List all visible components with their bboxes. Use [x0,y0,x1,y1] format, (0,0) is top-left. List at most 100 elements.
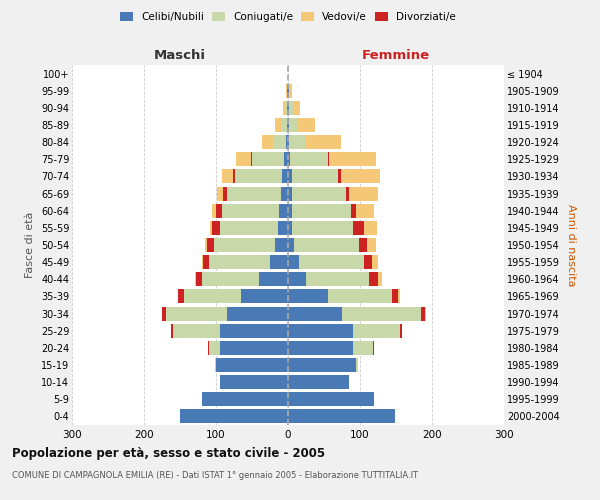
Bar [289,84,290,98]
Bar [241,290,288,304]
Bar [287,101,288,115]
Bar [288,186,292,200]
Bar [289,118,296,132]
Bar [173,324,220,338]
Bar [328,290,392,304]
Bar [235,170,282,183]
Bar [329,152,376,166]
Bar [294,238,359,252]
Legend: Celibi/Nubili, Coniugati/e, Vedovi/e, Divorziati/e: Celibi/Nubili, Coniugati/e, Vedovi/e, Di… [116,8,460,26]
Bar [212,221,220,235]
Bar [214,238,275,252]
Bar [400,324,402,338]
Bar [216,204,222,218]
Bar [282,170,288,183]
Text: Popolazione per età, sesso e stato civile - 2005: Popolazione per età, sesso e stato civil… [12,448,325,460]
Bar [227,306,288,320]
Bar [259,272,288,286]
Bar [195,272,196,286]
Bar [233,170,235,183]
Bar [222,204,280,218]
Bar [209,255,270,269]
Bar [378,272,382,286]
Bar [356,358,358,372]
Bar [288,255,299,269]
Bar [328,152,329,166]
Bar [288,101,289,115]
Bar [289,135,305,149]
Bar [305,135,341,149]
Bar [288,221,292,235]
Bar [202,272,259,286]
Bar [287,118,288,132]
Bar [290,84,292,98]
Bar [299,255,364,269]
Bar [341,170,380,183]
Bar [292,221,353,235]
Bar [203,255,209,269]
Bar [220,341,288,355]
Text: Femmine: Femmine [362,48,430,62]
Bar [292,170,338,183]
Bar [281,186,288,200]
Bar [251,152,252,166]
Bar [275,238,288,252]
Bar [288,118,289,132]
Bar [178,290,184,304]
Bar [349,186,378,200]
Bar [262,135,273,149]
Bar [288,272,306,286]
Bar [180,410,288,424]
Bar [292,186,346,200]
Bar [212,204,216,218]
Bar [288,358,356,372]
Text: Maschi: Maschi [154,48,206,62]
Bar [283,101,285,115]
Bar [270,255,288,269]
Bar [289,101,293,115]
Bar [223,186,227,200]
Bar [275,118,281,132]
Bar [290,152,328,166]
Bar [205,238,206,252]
Bar [280,204,288,218]
Bar [346,186,349,200]
Bar [293,101,300,115]
Bar [196,272,202,286]
Bar [215,358,216,372]
Bar [220,324,288,338]
Bar [172,324,173,338]
Bar [292,204,350,218]
Bar [288,306,342,320]
Bar [364,255,372,269]
Bar [208,341,209,355]
Bar [202,255,203,269]
Bar [236,152,251,166]
Bar [338,170,341,183]
Bar [220,375,288,389]
Bar [398,290,400,304]
Bar [227,186,281,200]
Bar [359,238,367,252]
Bar [288,375,349,389]
Bar [288,170,292,183]
Bar [370,272,378,286]
Bar [288,392,374,406]
Bar [184,290,241,304]
Bar [223,170,233,183]
Bar [288,290,328,304]
Bar [288,84,289,98]
Bar [252,152,284,166]
Bar [288,324,353,338]
Bar [296,118,314,132]
Bar [202,392,288,406]
Bar [206,238,214,252]
Bar [372,255,378,269]
Bar [217,186,223,200]
Bar [284,152,288,166]
Bar [216,358,288,372]
Bar [288,341,353,355]
Bar [353,221,364,235]
Bar [356,204,374,218]
Bar [166,306,227,320]
